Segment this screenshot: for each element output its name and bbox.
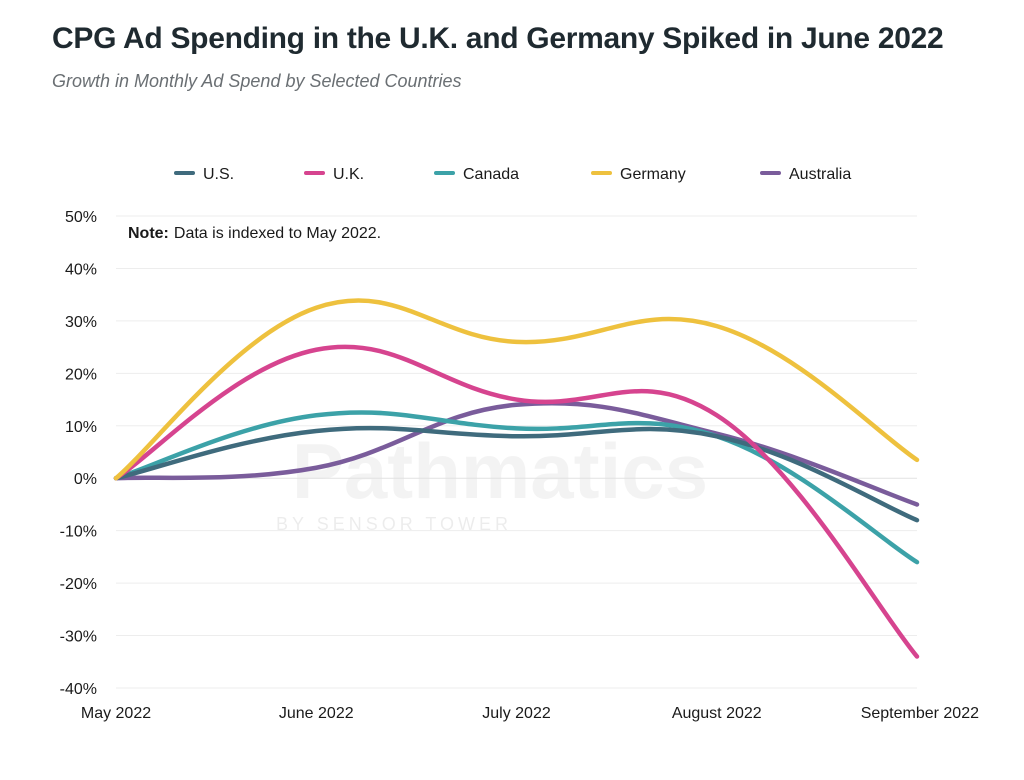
y-tick-label: -10% bbox=[60, 524, 97, 541]
legend-label: Germany bbox=[620, 166, 686, 183]
x-tick-label: September 2022 bbox=[861, 705, 979, 722]
watermark-brand: Pathmatics bbox=[292, 427, 708, 515]
legend-label: U.S. bbox=[203, 166, 234, 183]
y-tick-label: 0% bbox=[74, 471, 97, 488]
series-line-uk bbox=[113, 344, 920, 659]
legend-label: Canada bbox=[463, 166, 519, 183]
y-tick-label: 20% bbox=[65, 366, 97, 383]
x-tick-label: June 2022 bbox=[279, 705, 354, 722]
note-label: Note: bbox=[128, 225, 169, 242]
x-tick-label: July 2022 bbox=[482, 705, 551, 722]
note-text: Data is indexed to May 2022. bbox=[174, 225, 381, 242]
watermark-tagline: BY SENSOR TOWER bbox=[276, 514, 512, 534]
y-axis: -40% -30% -20% -10% 0% 10% 20% 30% 40% 50% bbox=[60, 209, 97, 698]
legend: U.S. U.K. Canada Germany Australia bbox=[174, 166, 851, 183]
chart-subtitle: Growth in Monthly Ad Spend by Selected C… bbox=[52, 71, 462, 91]
watermark: Pathmatics BY SENSOR TOWER bbox=[276, 427, 708, 534]
chart-title: CPG Ad Spending in the U.K. and Germany … bbox=[52, 22, 944, 55]
y-tick-label: -20% bbox=[60, 576, 97, 593]
x-tick-label: May 2022 bbox=[81, 705, 151, 722]
series-lines bbox=[113, 298, 920, 659]
series-line-germany bbox=[113, 298, 920, 481]
series-line-us bbox=[113, 425, 920, 523]
series-line-canada bbox=[113, 410, 920, 565]
y-tick-label: 40% bbox=[65, 261, 97, 278]
legend-label: Australia bbox=[789, 166, 851, 183]
note: Note: Data is indexed to May 2022. bbox=[128, 225, 381, 242]
x-tick-label: August 2022 bbox=[672, 705, 762, 722]
series-line-australia bbox=[113, 400, 920, 507]
y-tick-label: -40% bbox=[60, 681, 97, 698]
y-tick-label: -30% bbox=[60, 629, 97, 646]
legend-label: U.K. bbox=[333, 166, 364, 183]
x-axis: May 2022 June 2022 July 2022 August 2022 Sep… bbox=[81, 705, 979, 722]
y-tick-label: 30% bbox=[65, 314, 97, 331]
y-tick-label: 10% bbox=[65, 419, 97, 436]
y-tick-label: 50% bbox=[65, 209, 97, 226]
